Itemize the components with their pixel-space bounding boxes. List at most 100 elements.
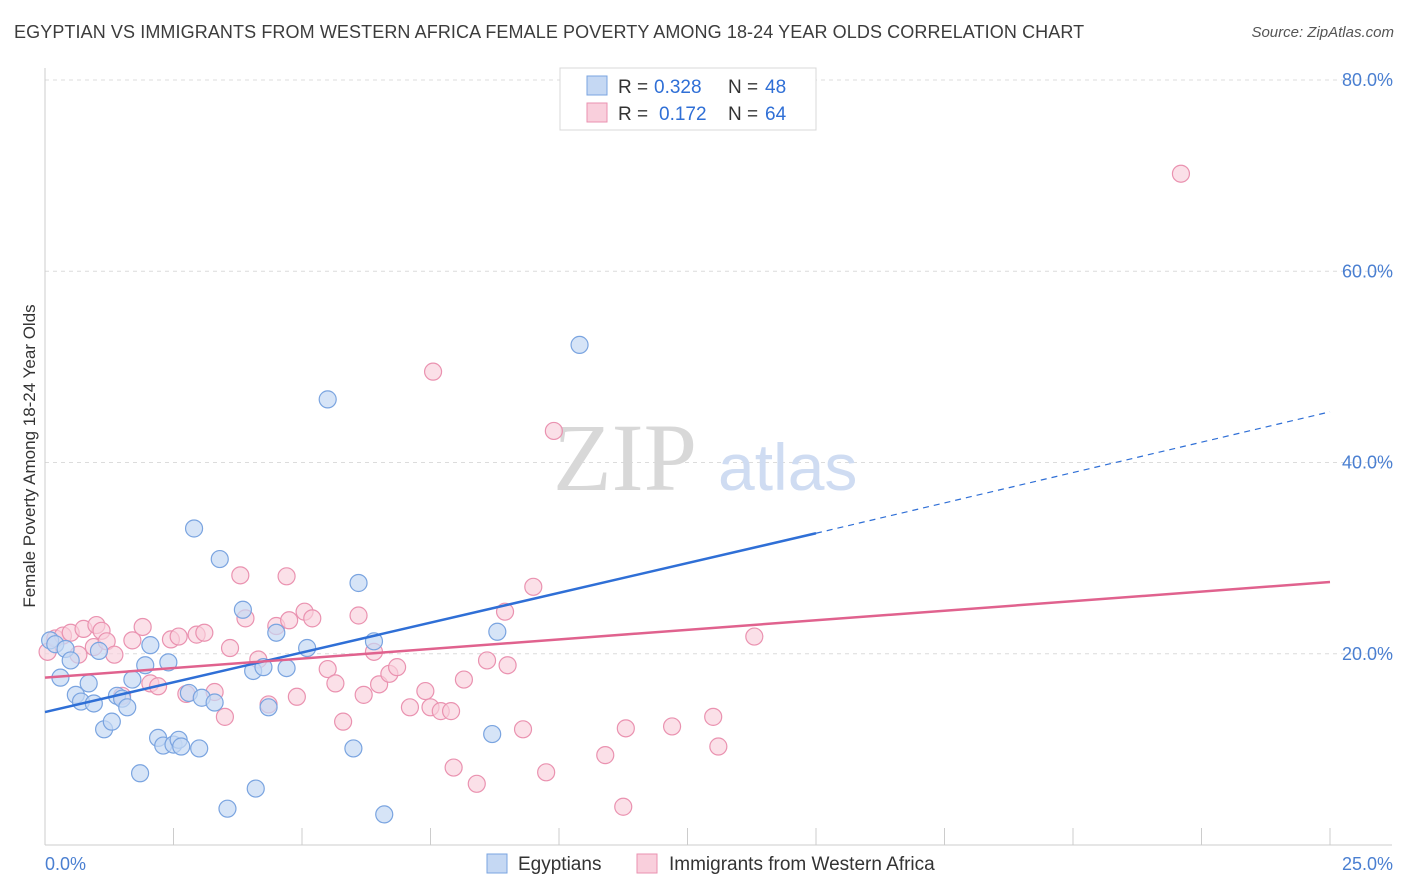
axes: [44, 68, 1392, 846]
egyptians-point: [483, 724, 502, 744]
egyptians-point: [141, 636, 160, 655]
egyptians-point: [349, 573, 368, 593]
legend-r-value-1: 0.328: [654, 77, 702, 98]
legend-n-value-2: 64: [765, 104, 787, 125]
egyptians-point: [190, 739, 209, 758]
chart-title: EGYPTIAN VS IMMIGRANTS FROM WESTERN AFRI…: [14, 22, 1085, 42]
egyptians-trend-line: [44, 532, 817, 714]
egyptians-point: [172, 737, 191, 756]
immigrants-point: [513, 720, 533, 739]
immigrants-point: [662, 717, 682, 736]
bottom-legend: Egyptians Immigrants from Western Africa: [486, 853, 935, 875]
immigrants-point: [537, 763, 556, 782]
immigrants-point: [105, 645, 124, 664]
immigrants-point: [416, 681, 435, 701]
egyptians-trend-extension: [815, 411, 1331, 534]
immigrants-point: [231, 566, 250, 585]
immigrants-point: [441, 702, 461, 721]
legend-n-value-1: 48: [765, 77, 786, 98]
immigrants-point: [709, 737, 728, 756]
egyptians-point: [130, 764, 150, 783]
immigrants-point: [349, 606, 368, 625]
immigrants-point: [277, 567, 296, 586]
bottom-legend-egyptians: Egyptians: [518, 854, 601, 875]
egyptians-point: [318, 390, 337, 409]
y-tick-label: 80.0%: [1342, 70, 1393, 90]
immigrants-point: [745, 627, 764, 646]
legend-swatch-egyptians: [586, 75, 608, 96]
immigrants-point: [1171, 164, 1191, 183]
immigrants-point: [596, 746, 615, 765]
egyptians-point: [79, 674, 98, 693]
watermark-zip: ZIP: [553, 404, 697, 511]
egyptians-point: [267, 623, 286, 642]
immigrants-point: [544, 421, 563, 441]
immigrants-point: [444, 758, 463, 777]
immigrants-point: [454, 670, 474, 689]
legend-n-label-1: N =: [728, 77, 758, 98]
egyptians-point: [259, 698, 278, 717]
immigrants-point: [387, 658, 407, 677]
immigrants-trend-line: [44, 580, 1331, 679]
egyptians-point: [246, 779, 265, 798]
watermark-atlas: atlas: [718, 430, 857, 504]
immigrants-point: [195, 623, 214, 642]
egyptians-point: [102, 712, 121, 731]
immigrants-point: [318, 659, 337, 679]
immigrants-point: [303, 609, 322, 628]
immigrants-point: [280, 611, 299, 630]
egyptians-point: [375, 805, 394, 824]
x-tick-label: 0.0%: [45, 854, 86, 874]
watermark: ZIP atlas: [553, 404, 857, 511]
egyptians-point: [118, 698, 137, 717]
immigrants-point: [287, 687, 306, 706]
immigrants-point: [704, 707, 723, 726]
egyptians-point: [344, 739, 363, 758]
legend-r-label-1: R =: [618, 77, 648, 98]
immigrants-point: [423, 362, 443, 381]
immigrants-point: [326, 674, 345, 693]
y-tick-label: 60.0%: [1342, 261, 1393, 281]
trend-lines: [44, 411, 1331, 714]
immigrants-point: [354, 685, 373, 704]
y-tick-label: 20.0%: [1342, 644, 1393, 664]
egyptians-points: [41, 335, 589, 824]
bottom-legend-swatch-egyptians: [486, 853, 508, 874]
bottom-legend-swatch-immigrants: [636, 853, 658, 874]
x-tick-label: 25.0%: [1342, 854, 1393, 874]
immigrants-point: [400, 698, 420, 717]
egyptians-point: [123, 670, 142, 689]
immigrants-point: [477, 651, 497, 670]
egyptians-point: [488, 622, 507, 641]
immigrants-point: [215, 707, 234, 726]
egyptians-point: [159, 653, 178, 672]
legend-n-label-2: N =: [728, 104, 758, 125]
immigrants-point: [133, 617, 152, 637]
immigrants-point: [616, 719, 635, 738]
legend-r-label-2: R =: [618, 104, 648, 125]
egyptians-point: [233, 600, 252, 619]
immigrants-point: [614, 797, 633, 816]
immigrants-point: [169, 627, 188, 646]
legend: R = 0.328 N = 48 R = 0.172 N = 64: [559, 67, 817, 131]
egyptians-point: [218, 799, 237, 818]
egyptians-point: [298, 638, 317, 658]
immigrants-point: [220, 638, 240, 658]
egyptians-point: [210, 549, 229, 569]
y-tick-labels: 20.0% 40.0% 60.0% 80.0%: [1342, 70, 1393, 664]
egyptians-point: [61, 651, 80, 670]
immigrants-point: [123, 631, 142, 650]
egyptians-point: [89, 641, 109, 660]
y-axis-label: Female Poverty Among 18-24 Year Olds: [20, 304, 39, 607]
egyptians-point: [205, 693, 224, 712]
legend-swatch-immigrants: [586, 102, 608, 123]
egyptians-point: [277, 658, 296, 678]
grid-lines: [45, 79, 1392, 655]
immigrants-point: [467, 774, 486, 793]
immigrants-point: [498, 656, 517, 675]
immigrants-point: [524, 577, 543, 596]
y-tick-label: 40.0%: [1342, 453, 1393, 473]
immigrants-point: [334, 712, 353, 731]
bottom-legend-immigrants: Immigrants from Western Africa: [669, 854, 935, 875]
